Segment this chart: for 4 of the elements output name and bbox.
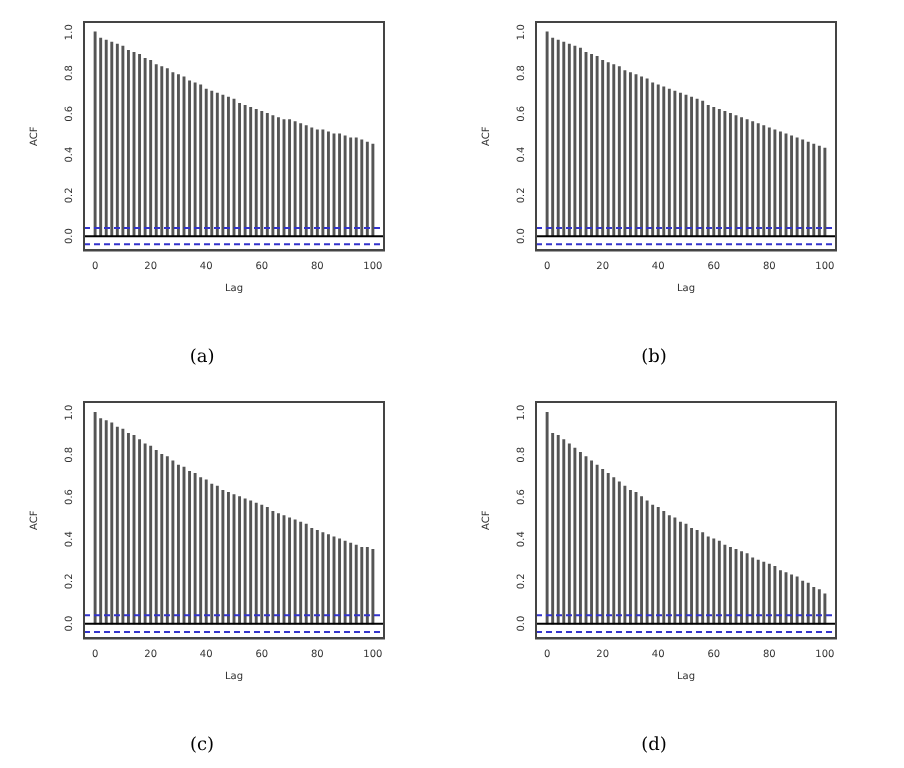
text: (b) — [641, 347, 667, 368]
text: (a) — [189, 347, 215, 368]
text: (d) — [641, 735, 667, 756]
text: (c) — [189, 735, 215, 756]
